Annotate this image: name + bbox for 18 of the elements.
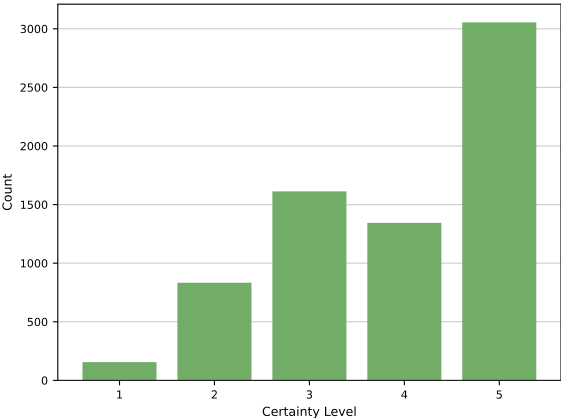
bar	[367, 222, 442, 380]
bar	[462, 22, 536, 380]
x-tick-label: 2	[212, 390, 217, 399]
y-tick-label: 2000	[20, 142, 48, 150]
y-axis-title: Count	[2, 174, 12, 210]
y-tick-label: 3000	[20, 24, 48, 34]
x-tick-label: 3	[306, 390, 312, 399]
y-tick-label: 2500	[20, 83, 48, 92]
x-tick-label: 4	[401, 390, 408, 399]
y-tick-label: 0	[42, 376, 48, 385]
bar	[272, 191, 346, 380]
bar	[177, 282, 252, 380]
y-tick-label: 1000	[21, 259, 48, 268]
y-tick-label: 500	[28, 318, 48, 326]
x-tick-label: 5	[496, 390, 502, 399]
x-tick-label: 1	[117, 390, 122, 399]
bar	[82, 362, 157, 380]
y-tick-label: 1500	[21, 200, 48, 209]
